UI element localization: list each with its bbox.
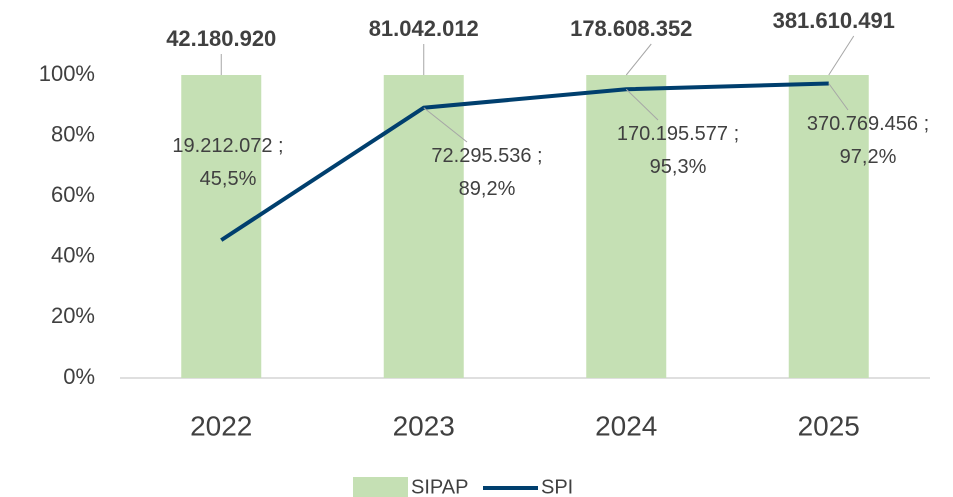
x-tick-label: 2023: [393, 410, 455, 441]
y-tick-label: 60%: [51, 182, 95, 207]
legend-label: SIPAP: [411, 476, 468, 497]
data-label: 370.769.456 ; 97,2%: [806, 113, 930, 168]
bar: [788, 75, 869, 378]
leader: [828, 83, 849, 111]
annotation: 42.180.920: [166, 26, 276, 51]
x-tick-label: 2022: [190, 410, 252, 441]
y-tick-label: 80%: [51, 121, 95, 146]
y-tick-label: 20%: [51, 303, 95, 328]
leader: [828, 35, 855, 76]
bar: [181, 75, 262, 378]
y-tick-label: 100%: [39, 61, 95, 86]
data-label: 72.295.536 ; 89,2%: [431, 145, 543, 200]
line: [220, 81, 829, 242]
annotation: 381.610.491: [773, 8, 895, 33]
bar: [383, 75, 464, 378]
x-tick-label: 2024: [595, 410, 657, 441]
leader: [625, 88, 659, 121]
x-tick-label: 2025: [798, 410, 860, 441]
legend-label: SPI: [541, 476, 573, 497]
data-label: 19.212.072 ; 45,5%: [172, 135, 284, 190]
y-tick-label: 0%: [63, 364, 95, 389]
y-tick-label: 40%: [51, 243, 95, 268]
leader: [423, 107, 468, 143]
bar: [586, 75, 667, 378]
legend-swatch: [353, 477, 408, 497]
leader: [625, 43, 652, 76]
data-label: 170.195.577 ; 95,3%: [616, 123, 740, 178]
annotation: 81.042.012: [369, 16, 479, 41]
annotation: 178.608.352: [570, 16, 692, 41]
